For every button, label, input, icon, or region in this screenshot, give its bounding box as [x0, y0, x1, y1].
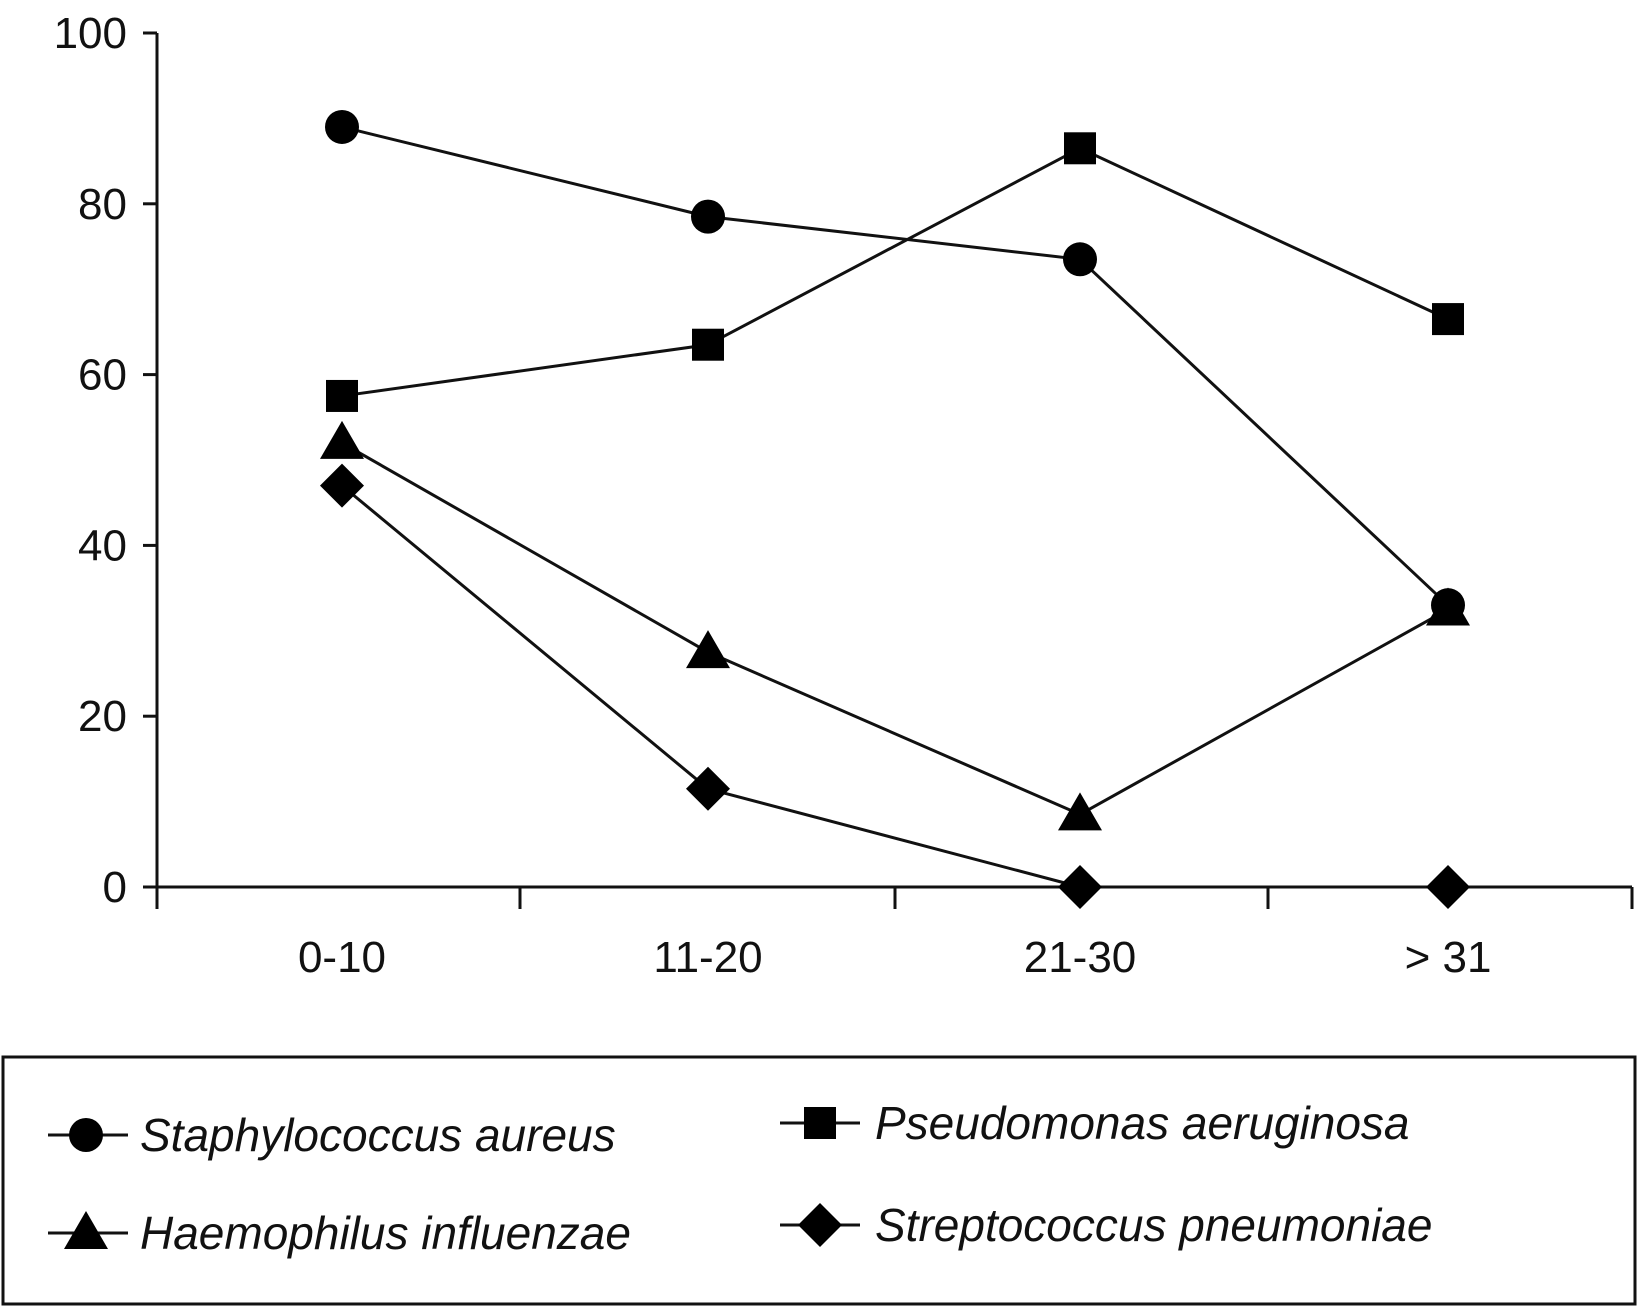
x-tick-label: > 31 — [1405, 933, 1492, 982]
legend-item: Streptococcus pneumoniae — [780, 1199, 1432, 1251]
legend-marker-square — [804, 1107, 836, 1139]
legend-marker-triangle — [64, 1211, 108, 1249]
y-tick-label: 20 — [78, 692, 127, 741]
data-point-square — [326, 379, 358, 412]
legend-item: Haemophilus influenzae — [48, 1207, 631, 1259]
chart-axes: 0 20 40 60 80 100 0-10 11-20 21-30 > 31 — [54, 9, 1634, 982]
data-point-triangle — [320, 420, 364, 459]
legend-box — [1, 1055, 1637, 1306]
series-square — [326, 132, 1464, 412]
y-tick-label: 0 — [103, 863, 127, 912]
x-tick-label: 11-20 — [653, 933, 762, 982]
data-point-circle — [1063, 242, 1097, 277]
chart-series — [320, 109, 1470, 909]
legend-label: Staphylococcus aureus — [140, 1109, 616, 1161]
x-tick-label: 0-10 — [298, 933, 386, 982]
series-diamond — [320, 463, 1470, 909]
data-point-diamond — [1058, 865, 1102, 909]
series-line-segment — [341, 125, 709, 219]
data-point-circle — [325, 109, 359, 144]
chart-legend: Staphylococcus aureus Pseudomonas aerugin… — [1, 1055, 1637, 1306]
y-tick-label: 80 — [78, 180, 127, 229]
series-line-segment — [707, 146, 1081, 347]
y-tick-label: 100 — [54, 9, 127, 58]
series-line-segment — [707, 650, 1081, 816]
data-point-diamond — [1426, 865, 1470, 909]
legend-label: Streptococcus pneumoniae — [875, 1199, 1432, 1251]
legend-label: Haemophilus influenzae — [140, 1207, 631, 1259]
legend-label: Pseudomonas aeruginosa — [875, 1097, 1409, 1149]
data-point-square — [1432, 303, 1464, 336]
legend-marker-diamond — [798, 1203, 842, 1247]
series-line-segment — [341, 484, 709, 790]
series-triangle — [320, 420, 1470, 831]
series-line-segment — [1079, 146, 1449, 321]
series-line-segment — [707, 787, 1081, 889]
legend-marker-circle — [69, 1118, 103, 1152]
legend-item: Pseudomonas aeruginosa — [780, 1097, 1409, 1149]
data-point-diamond — [320, 463, 364, 508]
data-point-triangle — [686, 630, 730, 669]
y-tick-label: 40 — [78, 521, 127, 570]
series-line-segment — [341, 343, 709, 398]
series-circle — [325, 109, 1465, 623]
data-point-triangle — [1058, 792, 1102, 831]
legend-item: Staphylococcus aureus — [48, 1109, 616, 1161]
data-point-square — [692, 328, 724, 361]
x-tick-label: 21-30 — [1024, 933, 1137, 982]
y-tick-label: 60 — [78, 351, 127, 400]
series-line-segment — [1079, 608, 1449, 816]
series-line-segment — [341, 441, 709, 654]
data-point-square — [1064, 132, 1096, 165]
data-point-triangle — [1426, 587, 1470, 626]
series-line-segment — [1078, 258, 1450, 607]
data-point-circle — [691, 199, 725, 234]
series-line-segment — [707, 215, 1081, 261]
data-point-diamond — [686, 766, 730, 811]
